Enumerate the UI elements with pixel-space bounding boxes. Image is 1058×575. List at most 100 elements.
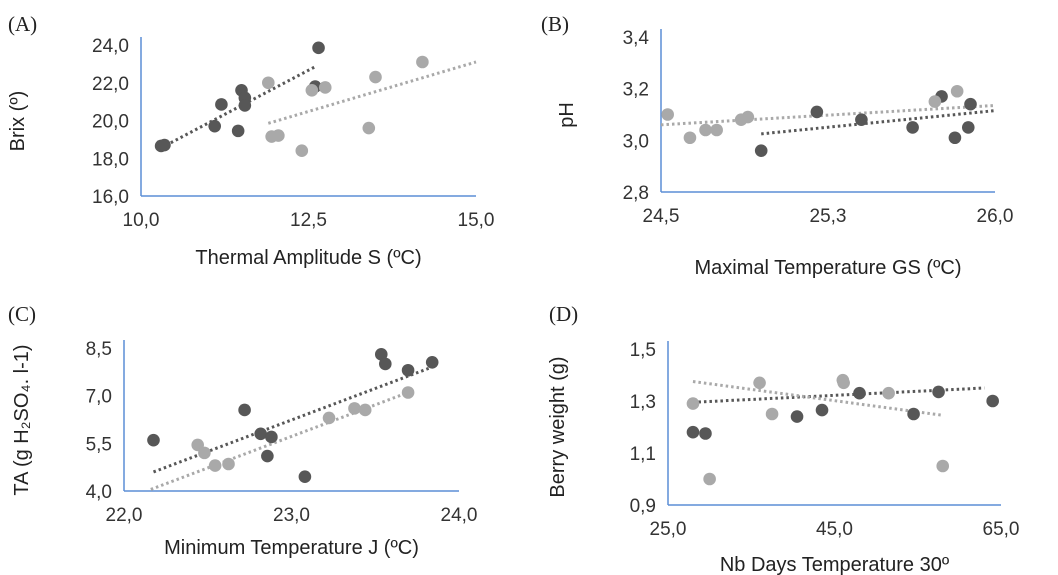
light-data-point: [362, 121, 376, 135]
dark-data-point: [686, 425, 700, 439]
light-data-point: [765, 407, 779, 421]
y-tick-label: 3,2: [623, 80, 649, 101]
dark-data-point: [961, 121, 975, 134]
dark-data-point: [907, 407, 920, 421]
light-data-point: [369, 70, 382, 84]
light-data-point: [661, 108, 674, 121]
light-data-point: [322, 411, 336, 425]
dark-data-point: [699, 427, 712, 440]
light-trend-line: [267, 60, 477, 125]
light-data-point: [683, 131, 697, 145]
y-tick-label: 22,0: [92, 74, 129, 95]
panel-a-plot: 16,0 18,0 20,0 22,0 24,0 10,0 12,5 15,0 Thermal …: [7, 36, 494, 269]
dark-data-point: [964, 97, 977, 111]
dark-data-point: [986, 394, 999, 408]
y-tick-label: 1,5: [630, 340, 656, 361]
light-data-point: [222, 457, 235, 471]
y-tick-label: 20,0: [92, 112, 129, 133]
panel-d-label: (D): [549, 302, 579, 326]
panel-a-brix-chart: (A) 16,0 18,0 20,0 22,0 24,0 10,0 12,5 15,0 Ther…: [0, 0, 529, 287]
panel-c-plot: 4,0 5,5 7,0 8,5 22,0 23,0 24,0 Minimum Temperat…: [11, 339, 478, 559]
dark-data-point: [810, 105, 824, 119]
panel-b-ph-chart: (B) 2,8 3,0 3,2 3,4 24,5 25,3 26,0 Maximal Temp…: [529, 0, 1058, 287]
dark-data-point: [312, 41, 325, 55]
dark-data-point: [906, 121, 919, 134]
panel-c-label: (C): [8, 302, 36, 326]
light-data-point: [950, 84, 964, 98]
dark-data-point: [401, 363, 415, 377]
light-trend-line: [150, 391, 409, 491]
dark-data-point: [238, 99, 252, 112]
y-tick-label: 1,3: [630, 392, 656, 413]
light-data-point: [686, 397, 700, 410]
light-data-point: [358, 403, 372, 417]
dark-data-point: [231, 124, 245, 138]
dark-trend-line: [160, 65, 316, 150]
dark-data-point: [254, 427, 267, 441]
light-data-point: [936, 459, 950, 473]
x-tick-label: 45,0: [816, 519, 853, 540]
dark-data-point: [374, 348, 388, 361]
dark-data-point: [261, 449, 274, 463]
light-data-point: [710, 123, 723, 137]
x-tick-label: 23,0: [273, 505, 310, 526]
light-data-point: [262, 76, 275, 90]
dark-data-point: [790, 410, 804, 423]
x-tick-label: 25,0: [650, 519, 687, 540]
light-data-point: [416, 55, 429, 69]
dark-data-point: [215, 98, 228, 111]
y-tick-label: 5,5: [86, 434, 112, 455]
light-data-point: [318, 81, 332, 94]
light-data-point: [401, 386, 415, 399]
light-data-point: [699, 123, 712, 137]
y-tick-label: 1,1: [630, 444, 656, 465]
y-tick-label: 3,4: [623, 28, 650, 49]
dark-data-point: [425, 356, 439, 369]
light-trend-line: [660, 103, 996, 127]
light-data-point: [741, 110, 755, 124]
light-data-point: [703, 472, 716, 486]
panel-c-ta-chart: (C) 4,0 5,5 7,0 8,5 22,0 23,0 24,0 Minimum Temp…: [0, 288, 529, 575]
x-axis-label: Maximal Temperature GS (ºC): [694, 257, 961, 279]
x-tick-label: 10,0: [123, 210, 160, 231]
y-tick-label: 2,8: [623, 183, 649, 204]
dark-data-point: [932, 385, 945, 399]
panel-d-berry-weight-chart: (D) 0,9 1,1 1,3 1,5 25,0 45,0 65,0 Nb Days Temp…: [529, 288, 1058, 575]
dark-data-point: [265, 430, 278, 444]
y-tick-label: 7,0: [86, 387, 112, 408]
light-data-point: [882, 386, 895, 400]
x-tick-label: 24,5: [643, 206, 680, 227]
panel-b-label: (B): [541, 12, 569, 36]
y-tick-label: 0,9: [630, 496, 656, 517]
x-axis-label: Thermal Amplitude S (ºC): [195, 247, 421, 269]
dark-data-point: [853, 386, 866, 400]
y-axis-label: Brix (º): [7, 91, 29, 152]
y-tick-label: 18,0: [92, 149, 129, 170]
dark-data-point: [208, 119, 221, 133]
light-data-point: [198, 446, 211, 460]
y-tick-label: 8,5: [86, 339, 112, 360]
dark-trend-line: [761, 109, 996, 136]
light-trend-line: [692, 380, 943, 417]
light-data-point: [928, 95, 942, 108]
x-tick-label: 24,0: [441, 505, 478, 526]
light-data-point: [837, 376, 850, 390]
light-data-point: [208, 459, 222, 472]
y-tick-label: 16,0: [92, 187, 129, 208]
light-data-point: [295, 144, 309, 157]
dark-data-point: [855, 113, 868, 126]
y-tick-label: 3,0: [623, 131, 649, 152]
dark-data-point: [379, 357, 392, 371]
y-tick-label: 4,0: [86, 482, 112, 503]
light-data-point: [305, 84, 319, 97]
panel-d-plot: 0,9 1,1 1,3 1,5 25,0 45,0 65,0 Nb Days Temperat…: [547, 340, 1019, 575]
light-data-point: [272, 129, 285, 142]
y-tick-label: 24,0: [92, 36, 129, 57]
x-tick-label: 25,3: [810, 206, 847, 227]
panel-b-plot: 2,8 3,0 3,2 3,4 24,5 25,3 26,0 Maximal Temperat…: [556, 28, 1013, 279]
dark-trend-line: [152, 365, 433, 474]
x-axis-label: Minimum Temperature J (ºC): [164, 537, 419, 559]
dark-data-point: [158, 138, 171, 152]
x-tick-label: 22,0: [106, 505, 143, 526]
x-axis-label: Nb Days Temperature 30º: [720, 554, 950, 575]
